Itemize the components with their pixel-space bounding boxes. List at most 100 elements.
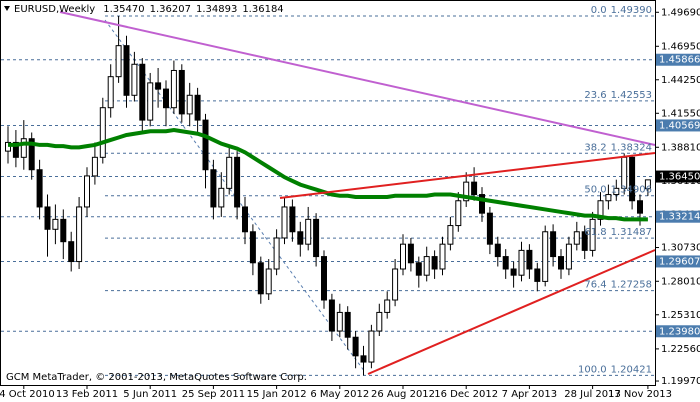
trendline: [279, 152, 656, 199]
fib-price: 1.31487: [611, 227, 652, 238]
candle-body: [565, 243, 572, 270]
candle-body: [36, 169, 43, 208]
y-tick-label: 1.49690: [661, 7, 700, 18]
candle-body: [526, 249, 533, 270]
candle-body: [242, 206, 248, 233]
y-tick-label: 1.46950: [661, 41, 700, 52]
candle-body: [494, 243, 501, 258]
candle-body: [431, 256, 438, 270]
x-tick-label: 24 Oct 2010: [0, 389, 55, 400]
candles: [5, 16, 651, 376]
candle-body: [360, 355, 367, 363]
candle-body: [305, 218, 312, 245]
fib-ratio: 38.2: [584, 142, 606, 153]
candle-body: [257, 262, 264, 295]
x-tick-label: 6 May 2012: [310, 389, 369, 400]
level-box: [656, 170, 700, 183]
candle-body: [502, 256, 509, 270]
symbol: EURUSD,Weekly: [14, 4, 95, 15]
fib-price: 1.34906: [611, 185, 652, 196]
candle-body: [163, 88, 169, 109]
level-box: [656, 53, 700, 66]
candle-body: [621, 156, 628, 189]
candle-body: [68, 241, 75, 263]
fib-label: 0.0 1.49390: [591, 5, 652, 16]
candle-body: [115, 45, 122, 78]
y-tick-label: 1.28010: [661, 276, 700, 287]
candle-body: [479, 194, 485, 214]
candle-body: [226, 156, 233, 189]
x-tick-label: 7 Apr 2013: [502, 389, 557, 400]
candle-body: [265, 268, 272, 295]
candle-body: [321, 256, 327, 301]
candle-body: [534, 268, 541, 282]
candle-body: [218, 187, 225, 208]
candle-body: [376, 311, 383, 332]
overlays: 0.0 1.49390 23.6 1.42553 38.2 1.38324 50.0 1.34…: [578, 5, 652, 375]
x-tick-label: 26 Aug 2012: [371, 389, 435, 400]
candle-body: [558, 256, 564, 270]
x-tick-label: 15 Jan 2012: [247, 389, 307, 400]
candle-body: [76, 206, 83, 263]
candle-body: [336, 311, 343, 332]
candle-body: [186, 94, 193, 115]
fib-ratio: 23.6: [584, 90, 606, 101]
fib-price: 1.38324: [611, 142, 652, 153]
candle-body: [447, 225, 454, 245]
fib-price: 1.42553: [611, 90, 652, 101]
candle-body: [297, 231, 304, 245]
candle-body: [91, 156, 98, 177]
candle-body: [486, 212, 493, 245]
candle-body: [131, 63, 138, 96]
candle-body: [384, 299, 391, 313]
candle-body: [400, 243, 406, 270]
footer: GCM MetaTrader, © 2001-2013, MetaQuotes …: [6, 372, 307, 383]
candle-body: [439, 243, 446, 270]
fib-ratio: 50.0: [584, 185, 606, 196]
fib-price: 1.20421: [611, 364, 652, 375]
candle-body: [12, 141, 19, 158]
ohlc: 1.36207: [150, 4, 191, 15]
fib-ratio: 61.8: [584, 227, 606, 238]
candle-body: [273, 237, 280, 270]
fib-label: 100.0 1.20421: [578, 364, 652, 375]
candle-body: [392, 268, 399, 301]
y-tick-label: 1.38810: [661, 142, 700, 153]
level-label: 1.29607: [659, 256, 700, 267]
level-box: [656, 119, 700, 132]
candle-body: [123, 45, 130, 96]
candle-body: [629, 156, 636, 202]
candle-body: [178, 69, 185, 115]
candle-body: [510, 268, 517, 276]
candle-body: [99, 107, 106, 158]
x-tick-label: 28 Jul 2013: [564, 389, 621, 400]
moving-average: [8, 128, 648, 222]
candle-body: [597, 200, 604, 220]
fib-label: 23.6 1.42553: [584, 90, 652, 101]
candle-body: [155, 82, 162, 90]
x-tick-label: 17 Nov 2013: [608, 389, 672, 400]
fib-label: 61.8 1.31487: [584, 227, 652, 238]
level-box: [656, 255, 700, 268]
candle-body: [455, 200, 462, 227]
candle-body: [581, 231, 588, 251]
plot-border: [0, 0, 656, 386]
levels: [1, 15, 655, 376]
candle-body: [423, 256, 430, 276]
candle-body: [313, 218, 320, 258]
y-tick-label: 1.19970: [661, 376, 700, 387]
candle-body: [202, 119, 209, 171]
candle-body: [471, 181, 478, 196]
y-tick-label: 1.30730: [661, 243, 700, 254]
level-box: [656, 210, 700, 223]
fib-label: 38.2 1.38324: [584, 142, 652, 153]
candle-body: [463, 181, 470, 202]
ohlc: 1.35470: [103, 4, 144, 15]
candle-body: [344, 311, 351, 338]
candle-body: [644, 179, 651, 190]
candle-body: [139, 63, 146, 121]
level-box: [656, 325, 700, 338]
candle-body: [52, 218, 59, 230]
fib-ratio: 100.0: [578, 364, 607, 375]
